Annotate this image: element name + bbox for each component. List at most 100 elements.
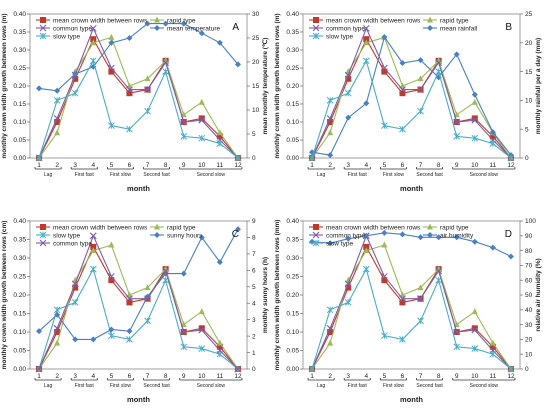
data-point bbox=[90, 36, 97, 43]
series-rapid-type bbox=[309, 241, 514, 372]
data-point bbox=[363, 247, 370, 254]
x-tick-label: 1 bbox=[37, 373, 41, 380]
data-point bbox=[399, 86, 406, 93]
data-point bbox=[471, 308, 478, 315]
series-line bbox=[38, 26, 239, 159]
data-point bbox=[507, 154, 515, 162]
x-tick-label: 10 bbox=[471, 162, 479, 169]
data-point bbox=[489, 133, 496, 140]
data-point bbox=[326, 97, 334, 104]
series-common-type bbox=[35, 25, 242, 162]
data-point bbox=[144, 75, 151, 82]
x-axis-title: month bbox=[400, 395, 423, 404]
data-point bbox=[71, 299, 79, 306]
data-point bbox=[435, 59, 443, 66]
x-tick-label: 2 bbox=[55, 162, 59, 169]
y2-tick-label: 5 bbox=[525, 126, 529, 133]
y2-tick-label: 4 bbox=[252, 300, 256, 307]
data-point bbox=[107, 273, 115, 280]
data-point bbox=[126, 299, 133, 306]
data-point bbox=[327, 119, 334, 125]
data-point bbox=[216, 39, 223, 46]
legend-marker bbox=[427, 223, 433, 230]
y2-tick-label: 20 bbox=[525, 337, 533, 344]
data-point bbox=[180, 133, 188, 140]
y-tick-label: 0.35 bbox=[13, 29, 26, 36]
x-tick-label: 10 bbox=[198, 162, 206, 169]
data-point bbox=[108, 122, 115, 129]
data-point bbox=[90, 247, 97, 254]
x-tick-label: 12 bbox=[234, 373, 242, 380]
data-point bbox=[327, 129, 334, 136]
legend-entry: mean temperature bbox=[167, 25, 220, 32]
y-tick-label: 0.40 bbox=[286, 218, 299, 225]
data-point bbox=[417, 317, 424, 325]
x-tick-label: 7 bbox=[146, 162, 150, 169]
stage-label: First slow bbox=[110, 172, 132, 178]
data-point bbox=[453, 234, 460, 241]
y-tick-label: 0.20 bbox=[286, 292, 299, 299]
y2-tick-label: 0 bbox=[525, 366, 529, 373]
data-point bbox=[180, 343, 188, 351]
x-tick-label: 9 bbox=[455, 162, 459, 169]
data-point bbox=[345, 75, 352, 82]
data-point bbox=[126, 35, 133, 41]
stage-label: Second slow bbox=[197, 172, 226, 178]
y2-tick-label: 50 bbox=[525, 292, 533, 299]
data-point bbox=[381, 277, 388, 284]
y-tick-label: 0.05 bbox=[286, 348, 299, 355]
data-point bbox=[363, 100, 370, 107]
legend-entry: common type bbox=[326, 232, 365, 239]
x-tick-label: 1 bbox=[37, 162, 41, 169]
x-tick-label: 4 bbox=[364, 162, 368, 169]
data-point bbox=[216, 129, 223, 136]
series-sunny-hours bbox=[36, 226, 241, 343]
x-tick-label: 6 bbox=[128, 373, 132, 380]
data-point bbox=[216, 259, 223, 266]
series-line bbox=[38, 234, 239, 370]
y2-tick-label: 10 bbox=[525, 98, 533, 105]
y2-tick-label: 80 bbox=[525, 248, 533, 255]
data-point bbox=[362, 265, 370, 273]
y-tick-label: 0.25 bbox=[13, 274, 26, 281]
y2-tick-label: 5 bbox=[252, 131, 256, 138]
y2-tick-label: 0 bbox=[252, 366, 256, 373]
y-tick-label: 0.00 bbox=[13, 155, 26, 162]
x-tick-label: 4 bbox=[91, 373, 95, 380]
data-point bbox=[380, 64, 388, 72]
data-point bbox=[344, 280, 352, 288]
series-line bbox=[311, 234, 512, 370]
stage-label: Lag bbox=[44, 383, 53, 389]
panel-d: 0.00 0.05 0.10 0.15 0.20 0.25 0.30 0.35 0.40 0 10 2… bbox=[274, 218, 542, 404]
y-tick-label: 0.40 bbox=[13, 218, 26, 225]
data-point bbox=[362, 57, 370, 65]
data-point bbox=[471, 91, 478, 98]
data-point bbox=[216, 140, 224, 147]
data-point bbox=[54, 329, 61, 335]
data-point bbox=[180, 20, 187, 27]
legend-entry: rapid type bbox=[440, 224, 469, 231]
data-point bbox=[417, 295, 424, 303]
x-tick-label: 6 bbox=[401, 373, 405, 380]
stage-label: Second fast bbox=[416, 383, 443, 389]
legend-marker bbox=[427, 16, 433, 23]
data-point bbox=[72, 75, 79, 82]
y-tick-label: 0.35 bbox=[286, 237, 299, 244]
stage-label: Second fast bbox=[416, 172, 443, 178]
data-point bbox=[90, 39, 97, 46]
legend-entry: mean crown width between rows bbox=[53, 224, 148, 231]
y2-tick-label: 70 bbox=[525, 263, 533, 270]
legend: mean crown width between rows rapid type c… bbox=[36, 16, 220, 40]
stage-label: First fast bbox=[75, 383, 95, 389]
y-tick-label: 0.20 bbox=[13, 292, 26, 299]
data-point bbox=[53, 324, 61, 332]
data-point bbox=[35, 154, 43, 162]
data-point bbox=[327, 339, 334, 346]
data-point bbox=[399, 231, 406, 238]
data-point bbox=[489, 129, 496, 136]
legend-entry: common type bbox=[53, 240, 92, 247]
data-point bbox=[471, 325, 478, 332]
legend-marker bbox=[40, 17, 46, 23]
data-point bbox=[89, 232, 97, 240]
series-line bbox=[311, 26, 512, 159]
